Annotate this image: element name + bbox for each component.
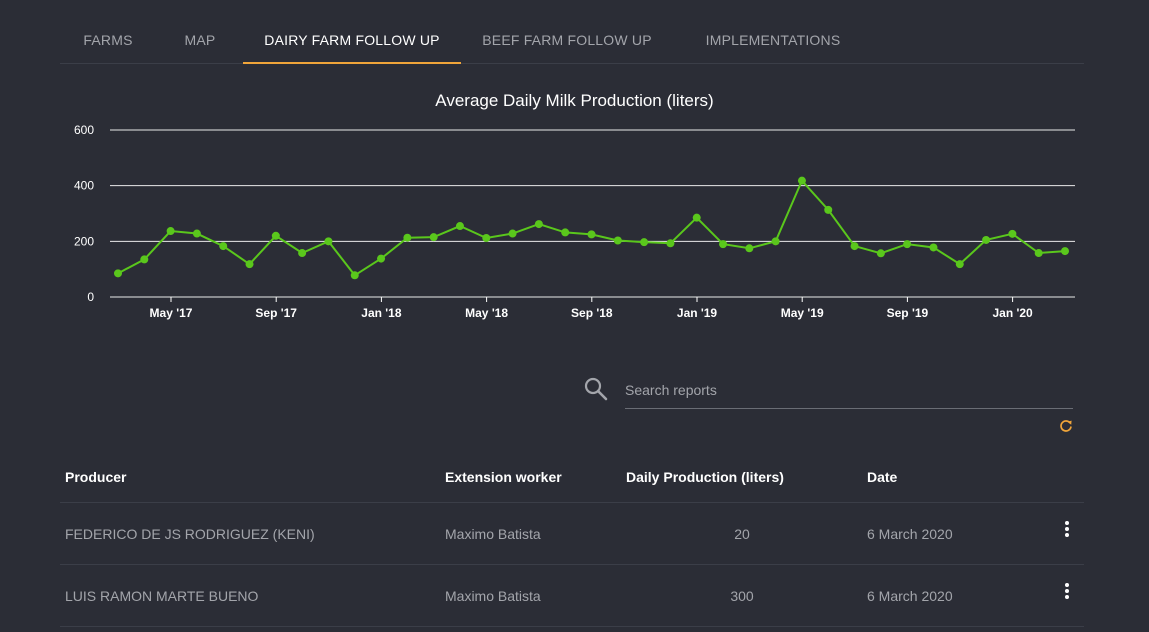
extension-worker-cell: Maximo Batista: [445, 588, 541, 604]
chart-title: Average Daily Milk Production (liters): [435, 91, 714, 110]
data-point: [561, 228, 570, 237]
tab-farms[interactable]: FARMS: [83, 32, 133, 48]
chart-canvas: 0 200 400 600 May '17 Sep '17 Jan '18 May '18 Se…: [74, 123, 1075, 320]
y-tick-label: 0: [87, 290, 94, 304]
x-tick-label: Sep '19: [887, 306, 929, 320]
more-vert-icon[interactable]: [1060, 583, 1074, 605]
data-point: [403, 233, 412, 242]
y-tick-label: 200: [74, 234, 94, 248]
tab-dairy-farm-follow-up[interactable]: DAIRY FARM FOLLOW UP: [243, 0, 461, 64]
producer-cell: FEDERICO DE JS RODRIGUEZ (KENI): [65, 526, 315, 542]
data-point: [1034, 249, 1043, 258]
producer-cell: LUIS RAMON MARTE BUENO: [65, 588, 259, 604]
data-point: [719, 240, 728, 249]
tab-beef-farm-follow-up[interactable]: BEEF FARM FOLLOW UP: [482, 32, 652, 48]
data-point: [508, 229, 517, 238]
milk-production-chart: Average Daily Milk Production (liters) 0…: [0, 80, 1149, 340]
data-point: [850, 242, 859, 251]
header-date[interactable]: Date: [867, 469, 898, 485]
data-point: [166, 227, 175, 236]
tab-map[interactable]: MAP: [184, 32, 216, 48]
data-point: [587, 230, 596, 239]
data-point: [929, 243, 938, 252]
data-point: [192, 229, 201, 238]
y-tick-label: 600: [74, 123, 94, 137]
extension-worker-cell: Maximo Batista: [445, 526, 541, 542]
table-header: Producer Extension worker Daily Producti…: [60, 450, 1084, 503]
production-cell: 300: [730, 588, 754, 604]
date-cell: 6 March 2020: [867, 588, 953, 604]
x-tick-label: Jan '18: [361, 306, 402, 320]
tab-bar: FARMS MAP DAIRY FARM FOLLOW UP BEEF FARM…: [60, 0, 1084, 64]
date-cell: 6 March 2020: [867, 526, 953, 542]
tab-implementations[interactable]: IMPLEMENTATIONS: [705, 32, 841, 48]
x-tick-label: May '18: [465, 306, 508, 320]
data-point: [692, 213, 701, 222]
header-producer[interactable]: Producer: [65, 469, 127, 485]
data-point: [377, 254, 386, 263]
reports-table: Producer Extension worker Daily Producti…: [60, 450, 1084, 627]
table-row[interactable]: LUIS RAMON MARTE BUENO Maximo Batista 30…: [60, 565, 1084, 627]
refresh-icon[interactable]: [1059, 419, 1073, 433]
x-tick-label: Jan '20: [992, 306, 1033, 320]
data-point: [613, 236, 622, 245]
data-point: [666, 239, 675, 248]
x-tick-label: May '17: [150, 306, 193, 320]
more-vert-icon[interactable]: [1060, 521, 1074, 543]
x-tick-label: Jan '19: [677, 306, 718, 320]
search-icon[interactable]: [583, 376, 609, 402]
data-point: [455, 222, 464, 231]
data-point: [1061, 247, 1069, 256]
data-point: [298, 249, 307, 258]
data-point: [955, 260, 964, 269]
data-point: [745, 244, 754, 253]
production-cell: 20: [734, 526, 750, 542]
data-point: [271, 231, 280, 240]
data-point: [219, 242, 228, 251]
y-tick-label: 400: [74, 179, 94, 193]
x-tick-label: May '19: [781, 306, 824, 320]
data-point: [140, 255, 149, 264]
data-point: [824, 205, 833, 214]
data-point: [1008, 229, 1017, 238]
x-tick-label: Sep '18: [571, 306, 613, 320]
x-tick-label: Sep '17: [255, 306, 297, 320]
data-point: [429, 233, 438, 242]
search-input[interactable]: [625, 372, 1073, 409]
header-daily-production[interactable]: Daily Production (liters): [626, 469, 784, 485]
data-point: [771, 237, 780, 246]
data-point: [482, 233, 491, 242]
table-row[interactable]: FEDERICO DE JS RODRIGUEZ (KENI) Maximo B…: [60, 503, 1084, 565]
data-point: [797, 176, 806, 185]
search-bar: [583, 372, 1073, 412]
data-point: [903, 240, 912, 249]
data-point: [324, 237, 333, 246]
data-point: [245, 260, 254, 269]
data-point: [982, 235, 991, 244]
data-point: [114, 269, 122, 278]
data-point: [350, 271, 359, 280]
series-line: [117, 178, 1066, 277]
header-extension-worker[interactable]: Extension worker: [445, 469, 562, 485]
data-point: [534, 220, 543, 229]
data-point: [640, 238, 649, 247]
data-point: [876, 249, 885, 258]
